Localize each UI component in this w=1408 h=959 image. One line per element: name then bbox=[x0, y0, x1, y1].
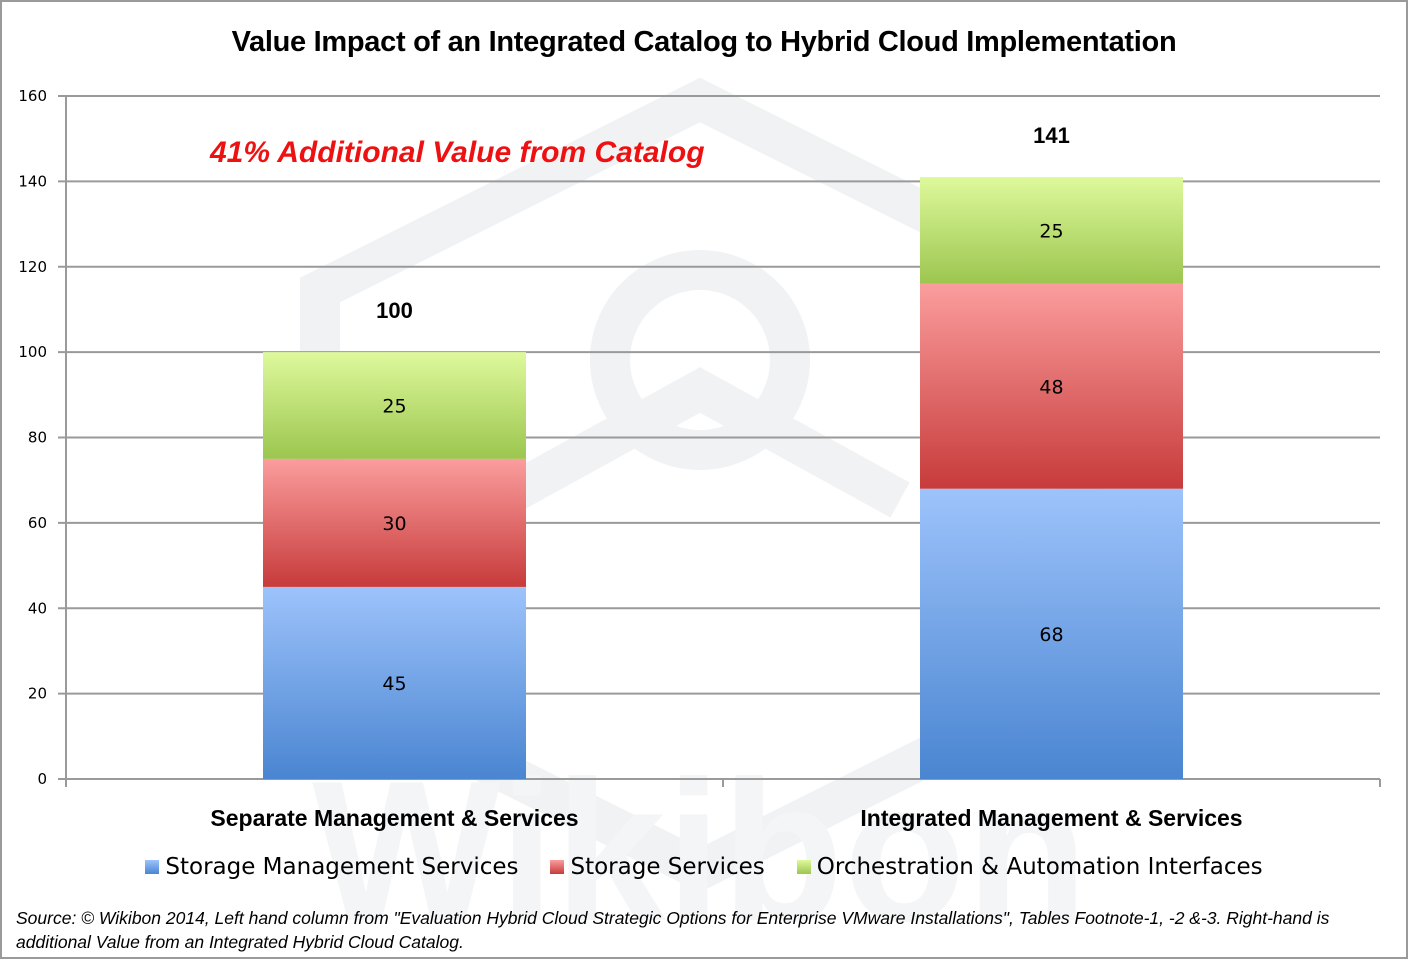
legend-label: Storage Services bbox=[570, 854, 765, 880]
legend-swatch bbox=[550, 860, 565, 874]
y-tick-label: 0 bbox=[37, 770, 47, 788]
y-tick-label: 40 bbox=[28, 599, 47, 617]
source-note: Source: © Wikibon 2014, Left hand column… bbox=[16, 908, 1330, 952]
legend: Storage Management Services Storage Servi… bbox=[0, 854, 1408, 880]
chart-title: Value Impact of an Integrated Catalog to… bbox=[231, 26, 1177, 58]
legend-item: Orchestration & Automation Interfaces bbox=[796, 854, 1263, 880]
chart-plot: 0 20 40 60 80 100 120 140 160 45 30 25 100 Separate M… bbox=[18, 87, 1381, 831]
segment-value-label: 68 bbox=[1039, 624, 1063, 646]
y-tick-label: 20 bbox=[28, 685, 47, 703]
y-tick-label: 140 bbox=[18, 172, 47, 190]
legend-swatch bbox=[145, 860, 160, 874]
bar-total-label: 100 bbox=[376, 298, 413, 323]
category-label: Integrated Management & Services bbox=[860, 805, 1242, 831]
legend-item: Storage Management Services bbox=[145, 854, 518, 880]
segment-value-label: 45 bbox=[382, 673, 406, 695]
segment-value-label: 48 bbox=[1039, 376, 1063, 398]
bar-segment bbox=[920, 283, 1183, 489]
segment-value-label: 30 bbox=[382, 513, 406, 535]
y-tick-label: 60 bbox=[28, 514, 47, 532]
bar-segment bbox=[263, 352, 526, 459]
bar-segment bbox=[263, 458, 526, 587]
y-tick-label: 100 bbox=[18, 343, 47, 361]
bar-segment bbox=[920, 177, 1183, 284]
legend-label: Storage Management Services bbox=[165, 854, 519, 880]
additional-value-annotation: 41% Additional Value from Catalog bbox=[210, 136, 705, 169]
segment-value-label: 25 bbox=[1039, 220, 1063, 242]
legend-label: Orchestration & Automation Interfaces bbox=[816, 854, 1263, 880]
legend-item: Storage Services bbox=[550, 854, 765, 880]
bar-total-label: 141 bbox=[1033, 123, 1070, 148]
y-tick-label: 120 bbox=[18, 258, 47, 276]
y-tick-label: 80 bbox=[28, 429, 47, 447]
bar-segment bbox=[920, 488, 1183, 779]
legend-swatch bbox=[796, 860, 811, 874]
category-label: Separate Management & Services bbox=[210, 805, 578, 831]
segment-value-label: 25 bbox=[382, 395, 406, 417]
y-tick-label: 160 bbox=[18, 87, 47, 105]
bar-segment bbox=[263, 586, 526, 779]
